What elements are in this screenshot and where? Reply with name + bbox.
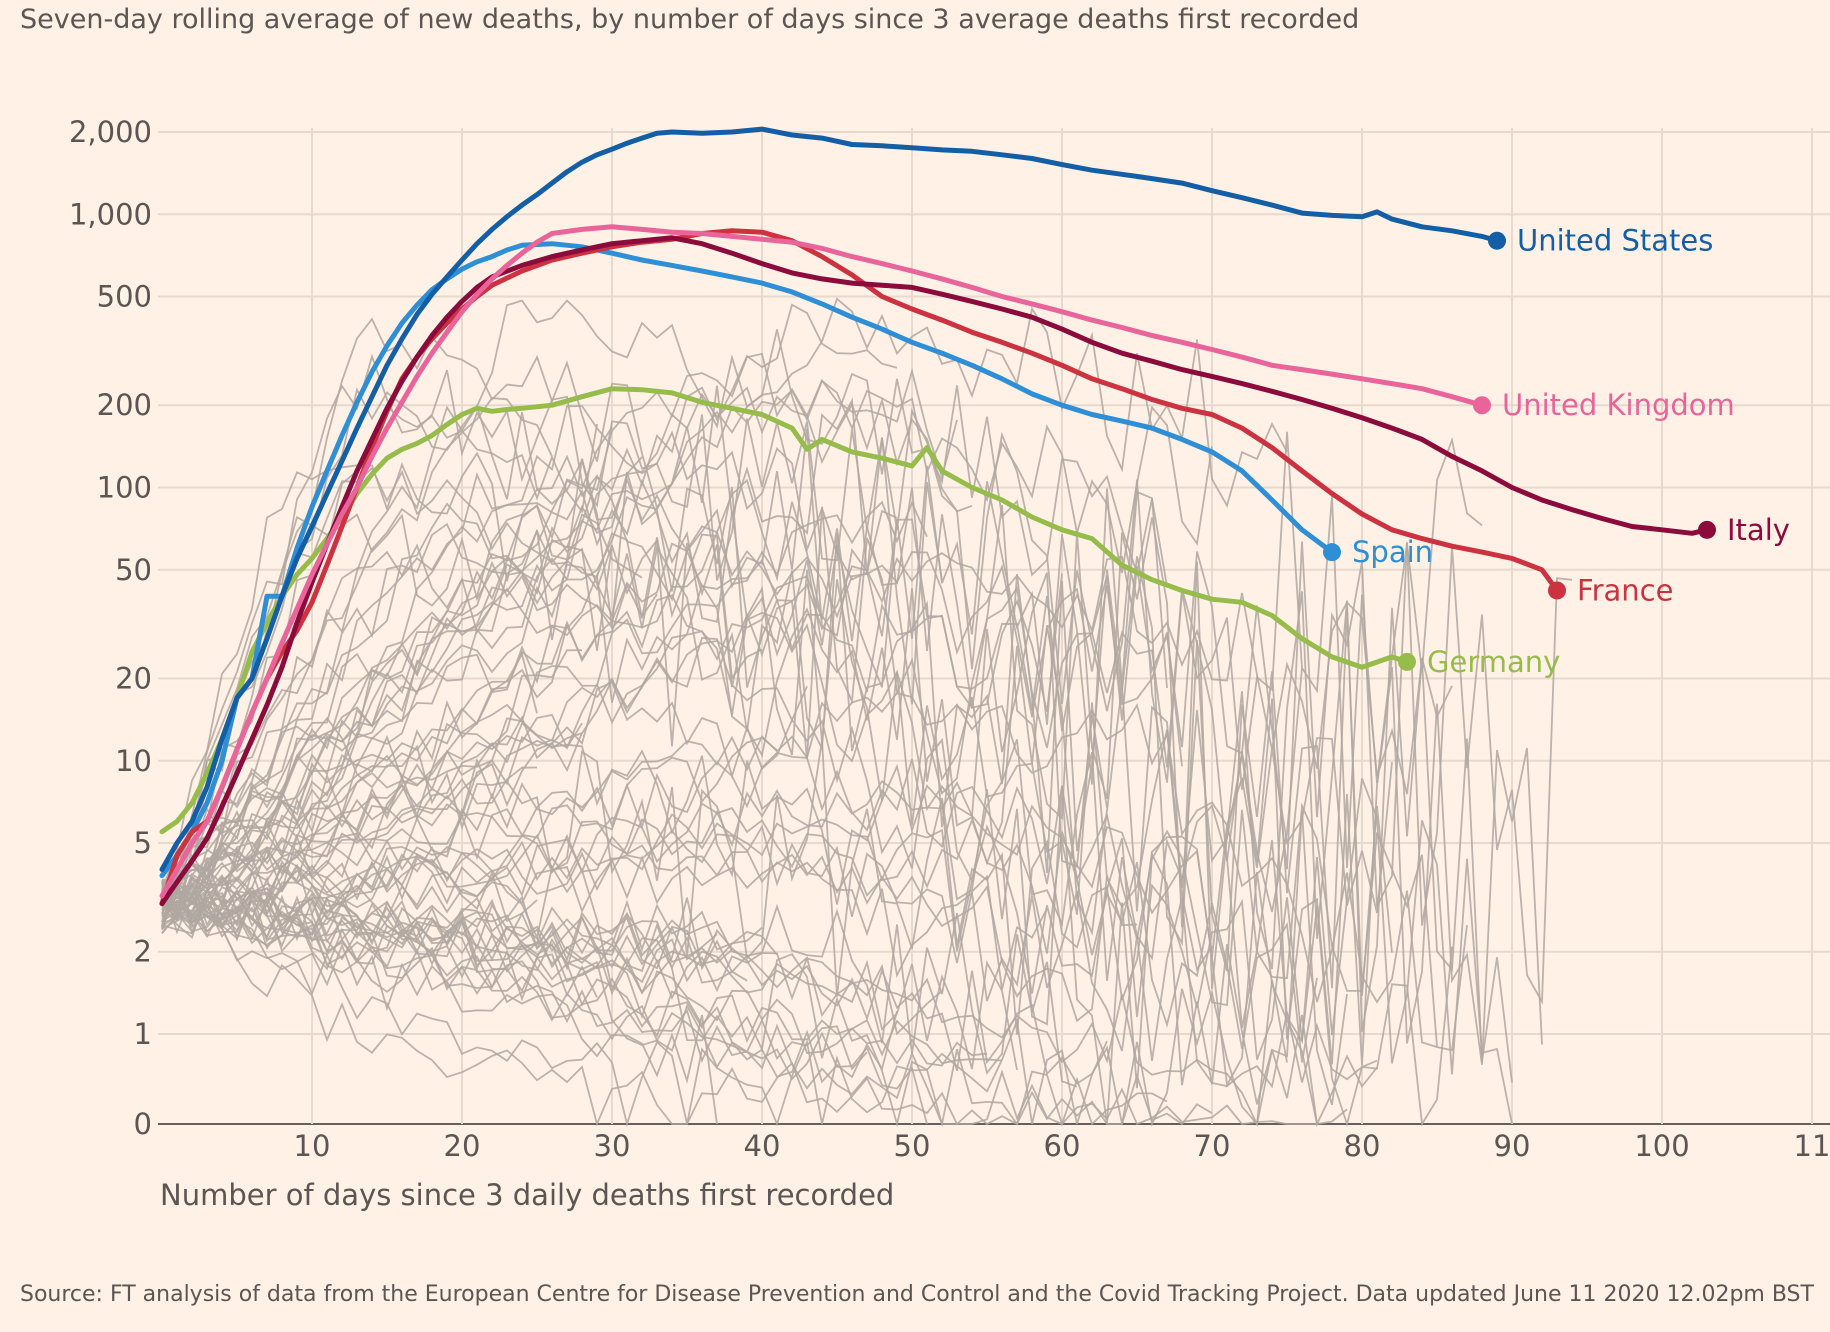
x-tick-label: 90: [1494, 1129, 1531, 1163]
highlighted-series: Germany Spain France Italy United Kingdom Uni…: [159, 126, 1790, 907]
other-country-line: [161, 736, 778, 917]
y-tick-label: 1: [134, 1017, 152, 1051]
other-country-line: [161, 471, 1063, 903]
other-country-line: [161, 317, 1483, 904]
other-country-line: [161, 405, 898, 916]
series-line-united-kingdom: [159, 224, 1485, 899]
series-label-france: France: [1577, 573, 1673, 607]
series-label-united-kingdom: United Kingdom: [1502, 388, 1735, 422]
series-end-dot-germany: [1398, 652, 1416, 671]
x-tick-label: 70: [1194, 1129, 1231, 1163]
other-country-line: [161, 651, 538, 897]
other-country-line: [161, 892, 943, 1036]
other-country-line: [161, 891, 748, 984]
x-tick-label: 10: [294, 1129, 331, 1163]
other-country-line: [161, 543, 1543, 1066]
other-countries-lines: [161, 297, 1573, 1128]
chart-subtitle: Seven-day rolling average of new deaths,…: [20, 4, 1359, 35]
x-tick-label: 30: [594, 1129, 631, 1163]
other-country-line: [161, 829, 1453, 1127]
series-end-dot-spain: [1323, 543, 1341, 562]
other-country-line: [161, 882, 1018, 1071]
x-tick-label: 40: [744, 1129, 781, 1163]
series-label-germany: Germany: [1427, 645, 1560, 679]
other-country-line: [161, 352, 958, 924]
other-country-line: [161, 802, 1378, 1128]
x-axis-label: Number of days since 3 daily deaths firs…: [160, 1178, 894, 1212]
y-tick-label: 0: [134, 1107, 152, 1141]
other-country-line: [161, 451, 1513, 1083]
other-country-line: [161, 552, 1453, 911]
other-country-line: [161, 397, 553, 904]
other-country-line: [161, 500, 928, 886]
other-country-line: [161, 870, 538, 931]
other-country-line: [161, 502, 763, 930]
source-note: Source: FT analysis of data from the Eur…: [20, 1282, 1815, 1307]
y-tick-label: 1,000: [69, 197, 152, 231]
y-axis: 0 1 2 5 10 20 50 100 200 500 1,000 2,000: [69, 115, 152, 1141]
y-tick-label: 2,000: [69, 115, 152, 149]
x-tick-label: 80: [1344, 1129, 1381, 1163]
other-country-line: [161, 853, 1138, 1023]
series-line-germany: [159, 386, 1410, 835]
other-country-line: [161, 680, 1513, 1125]
other-country-line: [161, 513, 643, 911]
x-tick-label: 50: [894, 1129, 931, 1163]
other-country-line: [161, 751, 1468, 1052]
x-tick-label: 11: [1794, 1129, 1830, 1163]
other-country-line: [161, 887, 778, 970]
other-country-line: [161, 895, 928, 1125]
other-country-line: [161, 466, 1393, 996]
y-tick-label: 200: [97, 388, 152, 422]
other-country-line: [161, 766, 538, 930]
x-axis: 10 20 30 40 50 60 70 80 90 100 11: [294, 1129, 1830, 1163]
other-country-line: [161, 739, 1318, 1125]
y-tick-label: 100: [97, 471, 152, 505]
series-end-dot-france: [1548, 581, 1566, 600]
y-tick-label: 50: [115, 553, 152, 587]
series-label-italy: Italy: [1727, 513, 1790, 547]
series-line-united-states: [159, 126, 1500, 872]
other-country-line: [161, 353, 943, 886]
series-label-united-states: United States: [1517, 224, 1713, 258]
y-tick-label: 500: [97, 280, 152, 314]
other-country-line: [161, 303, 898, 915]
other-country-line: [161, 386, 973, 911]
x-tick-label: 60: [1044, 1129, 1081, 1163]
y-tick-label: 5: [134, 826, 152, 860]
series-label-spain: Spain: [1352, 535, 1433, 569]
other-country-line: [161, 885, 1213, 1128]
series-end-dot-united-states: [1488, 231, 1506, 250]
other-country-line: [161, 716, 1348, 1125]
series-end-dot-united-kingdom: [1473, 396, 1491, 415]
y-tick-label: 10: [115, 744, 152, 778]
other-country-line: [161, 387, 1168, 928]
other-country-line: [161, 649, 583, 912]
other-country-line: [161, 529, 1183, 891]
y-tick-label: 20: [115, 661, 152, 695]
series-end-dot-italy: [1698, 520, 1716, 539]
other-country-line: [161, 854, 1078, 1088]
y-tick-label: 2: [134, 935, 152, 969]
other-country-line: [161, 889, 1348, 1127]
other-country-line: [161, 297, 1288, 901]
other-country-line: [161, 379, 1213, 921]
x-tick-label: 20: [444, 1129, 481, 1163]
x-tick-label: 100: [1634, 1129, 1689, 1163]
other-country-line: [161, 887, 988, 1067]
other-country-line: [161, 426, 613, 917]
